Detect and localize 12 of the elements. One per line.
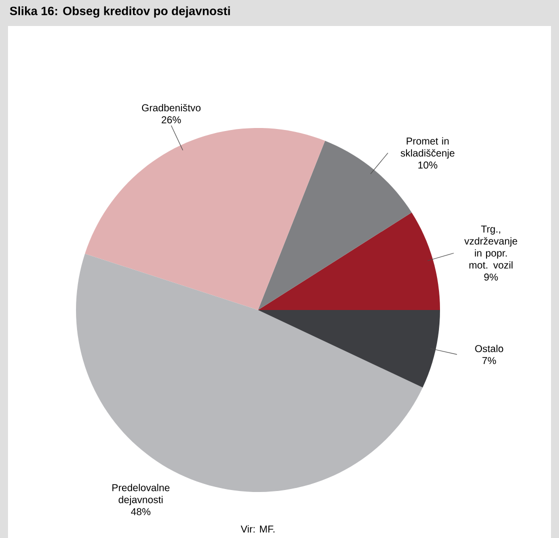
text: Vir: MF. — [240, 525, 274, 532]
data-label: 48% — [130, 508, 150, 516]
legend-label: Ostalo — [475, 344, 504, 352]
data-label: 26% — [162, 116, 181, 124]
data-label: 7% — [482, 357, 496, 364]
chart-title: Slika 16: Obseg kreditov po dejavnosti — [10, 6, 230, 18]
slice-label: Gradbeništvo — [142, 104, 201, 112]
data-label: 10% — [418, 162, 438, 169]
slice-label: Promet in skladiščenje — [400, 137, 454, 159]
data-label: 9% — [484, 274, 498, 281]
slice-label: Predelovalne dejavnosti — [112, 484, 170, 506]
slice-label: Trg., vzdrževanje in popr. mot. vozil — [464, 226, 518, 269]
